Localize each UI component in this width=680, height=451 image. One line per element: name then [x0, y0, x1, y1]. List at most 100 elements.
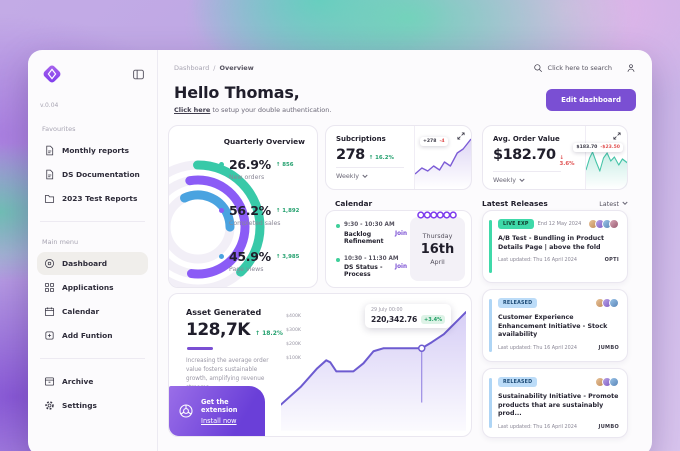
sidebar-item-2023-test-reports[interactable]: 2023 Test Reports: [37, 187, 148, 210]
status-badge: RELEASED: [498, 377, 538, 387]
join-link[interactable]: Join: [394, 230, 407, 237]
divider: [336, 167, 404, 168]
release-card[interactable]: LIVE EXP End 12 May 2024 A/B Test - Bund…: [482, 210, 628, 283]
stat-value: 45.9%: [229, 249, 271, 264]
document-icon: [46, 169, 54, 180]
sidebar-toggle-icon[interactable]: [132, 68, 145, 81]
card-title: Subcriptions: [336, 135, 386, 143]
setup-auth-link[interactable]: Click here: [174, 106, 211, 114]
tooltip-date: 29 July 00:00: [371, 308, 403, 313]
asset-delta: ↑ 18.2%: [254, 330, 283, 337]
sidebar-item-monthly-reports[interactable]: Monthly reports: [37, 139, 148, 162]
release-updated: Last updated: Thu 16 April 2024: [498, 257, 577, 263]
event-name: DS Status - Process: [344, 264, 383, 278]
avatar: [609, 219, 619, 229]
expand-icon[interactable]: [613, 132, 621, 140]
chart-tooltip: 29 July 00:00 220,342.76 +3.4%: [365, 304, 452, 328]
tooltip-value: +278: [423, 139, 437, 144]
app-logo-icon: [43, 65, 61, 83]
calendar-heading: Calendar: [335, 199, 373, 208]
browser-extension-icon: [179, 404, 193, 418]
sidebar: v.0.04 Favourites Monthly reports DS Doc…: [28, 50, 158, 451]
sidebar-item-ds-documentation[interactable]: DS Documentation: [37, 163, 148, 186]
tooltip-delta: -$23.50: [600, 145, 620, 150]
avatar: [609, 298, 619, 308]
period-dropdown[interactable]: Weekly: [493, 176, 575, 184]
sidebar-item-label: DS Documentation: [62, 170, 140, 179]
avg-order-sparkline: [585, 151, 627, 189]
subscriptions-sparkline: [415, 138, 471, 189]
tooltip-value: $183.70: [576, 145, 598, 150]
chart-marker: [417, 344, 426, 353]
avatar-group: [595, 298, 619, 308]
calendar-event: 9:30 - 10:30 AM Backlog Refinement Join: [336, 222, 407, 245]
subscriptions-card: Subcriptions 278 ↑ 16.2% Weekly: [325, 125, 472, 190]
filter-label: Latest: [599, 199, 619, 208]
y-axis-label: $300K: [286, 328, 302, 333]
main-menu-label: Main menu: [42, 238, 79, 246]
status-badge: RELEASED: [498, 298, 538, 308]
main-content: Dashboard / Overview Click here to searc…: [158, 50, 652, 451]
profile-button[interactable]: [626, 63, 636, 73]
extension-cta[interactable]: Get the extension Install now: [169, 386, 265, 436]
stat-label: Page views: [229, 266, 264, 273]
greeting-block: Hello Thomas, Click here to setup your d…: [174, 83, 331, 114]
release-tag: JUMBO: [598, 344, 619, 351]
event-name: Backlog Refinement: [344, 230, 384, 245]
avatar: [609, 377, 619, 387]
period-dropdown[interactable]: Weekly: [336, 172, 404, 180]
release-tag: OPTI: [604, 257, 619, 263]
date-panel: Thursday 16th April: [410, 211, 465, 281]
breadcrumb-section[interactable]: Dashboard: [174, 64, 210, 72]
period-label: Weekly: [493, 176, 517, 184]
search-input[interactable]: Click here to search: [533, 63, 612, 73]
accent-bar: [489, 220, 492, 273]
legend-dot: [219, 208, 224, 213]
avatar-group: [595, 377, 619, 387]
releases-filter-dropdown[interactable]: Latest: [599, 200, 628, 208]
subscriptions-value: 278: [336, 147, 365, 163]
card-title: Asset Generated: [186, 308, 262, 317]
sidebar-item-archive[interactable]: Archive: [37, 370, 148, 393]
user-icon: [627, 64, 635, 72]
card-title: Quarterly Overview: [223, 137, 305, 146]
sidebar-item-dashboard[interactable]: Dashboard: [37, 252, 148, 275]
period-label: Weekly: [336, 172, 360, 180]
release-title: A/B Test - Bundling in Product Details P…: [498, 235, 605, 251]
divider: [493, 171, 561, 172]
topbar: Dashboard / Overview Click here to searc…: [174, 63, 636, 73]
spiral-binding-icon: [417, 211, 457, 219]
sidebar-item-add-function[interactable]: Add Funtion: [37, 324, 148, 347]
calendar-card: 9:30 - 10:30 AM Backlog Refinement Join …: [325, 210, 472, 288]
release-card[interactable]: RELEASED Customer Experience Enhancement…: [482, 289, 628, 362]
sidebar-item-label: Applications: [62, 283, 114, 292]
sidebar-item-label: Dashboard: [62, 259, 108, 268]
expand-icon[interactable]: [457, 132, 465, 140]
tooltip-delta: -4: [439, 139, 445, 144]
release-updated: Last updated: Thu 16 April 2024: [498, 344, 577, 351]
sidebar-item-applications[interactable]: Applications: [37, 276, 148, 299]
sparkline-tooltip: +278 -4: [420, 137, 448, 146]
edit-dashboard-button[interactable]: Edit dashboard: [546, 89, 636, 111]
calendar-event: 10:30 - 11:30 AM DS Status - Process Joi…: [336, 256, 407, 278]
sidebar-item-label: 2023 Test Reports: [62, 194, 138, 203]
sidebar-divider: [40, 358, 145, 359]
legend-dot: [219, 254, 224, 259]
install-now-link[interactable]: Install now: [201, 416, 237, 425]
stat-label: New orders: [229, 174, 265, 181]
date-month: April: [430, 258, 445, 266]
subscriptions-delta: ↑ 16.2%: [368, 155, 394, 161]
avg-order-value: $182.70: [493, 147, 556, 163]
tooltip-value: 220,342.76: [371, 315, 418, 324]
calendar-icon: [44, 307, 55, 317]
card-title: Avg. Order Value: [493, 135, 560, 143]
donut-chart: [169, 160, 265, 287]
sidebar-item-calendar[interactable]: Calendar: [37, 300, 148, 323]
sidebar-item-settings[interactable]: Settings: [37, 394, 148, 417]
release-card[interactable]: RELEASED Sustainability Initiative - Pro…: [482, 368, 628, 438]
grid-icon: [44, 282, 55, 293]
sidebar-divider: [40, 221, 145, 222]
stat-page-views: 45.9% ↑ 3,985 Page views: [219, 249, 299, 273]
folder-icon: [44, 195, 55, 203]
join-link[interactable]: Join: [394, 264, 407, 270]
